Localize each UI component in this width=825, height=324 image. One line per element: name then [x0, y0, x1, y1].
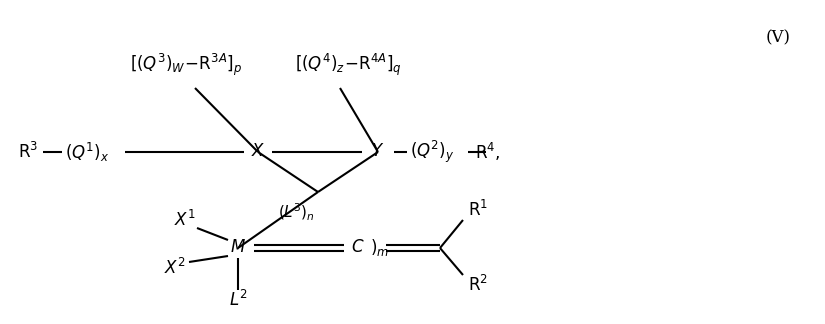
Text: $C$: $C$: [351, 239, 365, 257]
Text: $)_m$: $)_m$: [370, 237, 389, 259]
Text: $\mathrm{R}^3$: $\mathrm{R}^3$: [18, 142, 38, 162]
Text: $\mathrm{R}^1$: $\mathrm{R}^1$: [468, 200, 488, 220]
Text: $[(Q^4)_z\!-\!\mathrm{R}^{4A}]_q$: $[(Q^4)_z\!-\!\mathrm{R}^{4A}]_q$: [295, 52, 402, 78]
Text: $(Q^2)_y$: $(Q^2)_y$: [410, 139, 455, 165]
Text: $L^2$: $L^2$: [229, 290, 247, 310]
Text: $X^2$: $X^2$: [164, 258, 186, 278]
Text: $(L^3)_n$: $(L^3)_n$: [278, 202, 315, 223]
Text: $M$: $M$: [230, 239, 246, 257]
Text: $X^1$: $X^1$: [174, 210, 196, 230]
Text: $[(Q^3)_W\!-\!\mathrm{R}^{3A}]_p$: $[(Q^3)_W\!-\!\mathrm{R}^{3A}]_p$: [130, 52, 242, 78]
Text: $\mathrm{R}^4,$: $\mathrm{R}^4,$: [475, 141, 501, 163]
Text: $Y$: $Y$: [371, 144, 384, 160]
Text: $\mathrm{R}^2$: $\mathrm{R}^2$: [468, 275, 488, 295]
Text: $(Q^1)_x$: $(Q^1)_x$: [65, 140, 110, 164]
Text: $X$: $X$: [251, 144, 265, 160]
Text: (V): (V): [766, 29, 790, 46]
